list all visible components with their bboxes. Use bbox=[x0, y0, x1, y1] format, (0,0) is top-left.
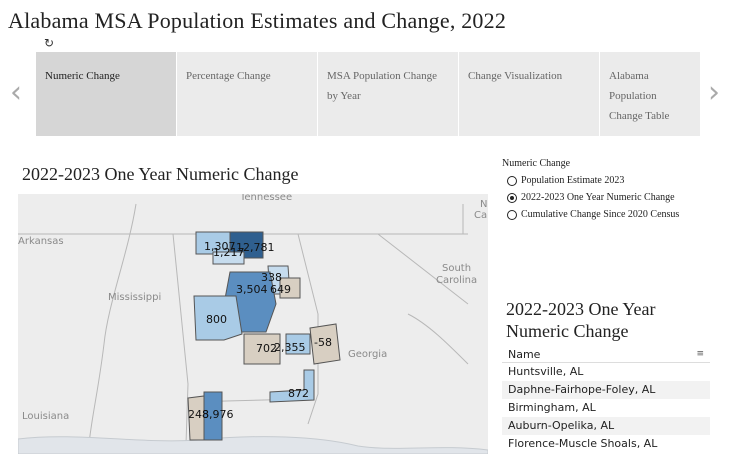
reload-icon[interactable]: ↻ bbox=[44, 36, 55, 50]
msa-daphne bbox=[203, 391, 223, 441]
radio-unselected-icon bbox=[507, 209, 517, 220]
value-mobile: 248 bbox=[188, 408, 209, 421]
msa-auburn bbox=[285, 333, 311, 355]
value-anniston: 649 bbox=[270, 283, 291, 296]
tab-percentage-change[interactable]: Percentage Change bbox=[177, 52, 317, 136]
tab-msa-population-change-by-year[interactable]: MSA Population Change by Year bbox=[318, 52, 458, 136]
msa-dothan bbox=[269, 369, 315, 403]
table-title: 2022-2023 One Year Numeric Change bbox=[506, 298, 655, 342]
msa-anniston bbox=[279, 277, 301, 299]
value-dothan: 872 bbox=[288, 387, 309, 400]
msa-table: Name ≡ Huntsville, AL Daphne-Fairhope-Fo… bbox=[502, 346, 710, 453]
value-huntsville: 12,781 bbox=[236, 241, 275, 254]
table-row[interactable]: Daphne-Fairhope-Foley, AL bbox=[502, 381, 710, 399]
filter-icon[interactable]: ≡ bbox=[696, 349, 704, 359]
table-row[interactable]: Birmingham, AL bbox=[508, 401, 596, 414]
msa-decatur bbox=[212, 251, 245, 265]
label-louisiana: Louisiana bbox=[22, 411, 69, 422]
label-ca: Ca bbox=[474, 210, 487, 221]
value-montgomery: 702 bbox=[256, 342, 277, 355]
msa-columbus bbox=[309, 323, 341, 365]
radio-label: 2022-2023 One Year Numeric Change bbox=[521, 192, 675, 203]
tab-numeric-change[interactable]: Numeric Change bbox=[36, 52, 176, 136]
label-mississippi: Mississippi bbox=[108, 292, 161, 303]
table-title-line-2: Numeric Change bbox=[506, 321, 629, 341]
value-daphne: 8,976 bbox=[202, 408, 234, 421]
radio-population-estimate-2023[interactable]: Population Estimate 2023 bbox=[502, 172, 679, 189]
value-gadsden: 338 bbox=[261, 271, 282, 284]
map-title: 2022-2023 One Year Numeric Change bbox=[22, 164, 299, 184]
label-arkansas: Arkansas bbox=[18, 236, 64, 247]
value-birmingham: 3,504 bbox=[236, 283, 268, 296]
radio-one-year-numeric-change[interactable]: 2022-2023 One Year Numeric Change bbox=[502, 189, 679, 206]
label-n: N bbox=[480, 199, 487, 210]
table-row[interactable]: Auburn-Opelika, AL bbox=[502, 417, 710, 435]
prev-arrow-icon[interactable]: ‹ bbox=[10, 75, 22, 110]
value-tuscaloosa: 800 bbox=[206, 313, 227, 326]
radio-label: Cumulative Change Since 2020 Census bbox=[521, 209, 680, 220]
next-arrow-icon[interactable]: › bbox=[708, 75, 720, 110]
radio-unselected-icon bbox=[507, 175, 517, 186]
table-header[interactable]: Name ≡ bbox=[502, 346, 710, 363]
value-auburn: 2,355 bbox=[274, 341, 306, 354]
radio-cumulative-change[interactable]: Cumulative Change Since 2020 Census bbox=[502, 206, 679, 223]
view-tabs: Numeric Change Percentage Change MSA Pop… bbox=[36, 52, 700, 136]
msa-tuscaloosa bbox=[193, 295, 243, 341]
label-south-carolina-1: South bbox=[442, 263, 471, 274]
coastline bbox=[18, 436, 488, 454]
page-title: Alabama MSA Population Estimates and Cha… bbox=[8, 8, 507, 33]
radio-label: Population Estimate 2023 bbox=[521, 175, 625, 186]
label-georgia: Georgia bbox=[348, 349, 387, 360]
measure-radio-group: Numeric Change Population Estimate 2023 … bbox=[502, 158, 679, 223]
value-decatur: 1,217 bbox=[213, 246, 245, 259]
tab-change-visualization[interactable]: Change Visualization bbox=[459, 52, 599, 136]
map[interactable]: Tennessee Arkansas Mississippi South Car… bbox=[18, 194, 488, 454]
value-columbus: -58 bbox=[314, 336, 332, 349]
table-title-line-1: 2022-2023 One Year bbox=[506, 299, 656, 319]
radio-group-label: Numeric Change bbox=[502, 158, 571, 169]
value-florence: 1,307 bbox=[204, 240, 236, 253]
table-row[interactable]: Huntsville, AL bbox=[508, 365, 584, 378]
label-tennessee: Tennessee bbox=[239, 194, 292, 203]
radio-selected-icon bbox=[507, 192, 517, 203]
msa-montgomery bbox=[243, 333, 281, 365]
label-south-carolina-2: Carolina bbox=[436, 275, 477, 286]
column-header-name[interactable]: Name bbox=[508, 347, 541, 361]
tab-alabama-population-change-table[interactable]: Alabama Population Change Table bbox=[600, 52, 700, 136]
map-canvas: Tennessee Arkansas Mississippi South Car… bbox=[18, 194, 488, 454]
table-row[interactable]: Florence-Muscle Shoals, AL bbox=[508, 437, 658, 450]
